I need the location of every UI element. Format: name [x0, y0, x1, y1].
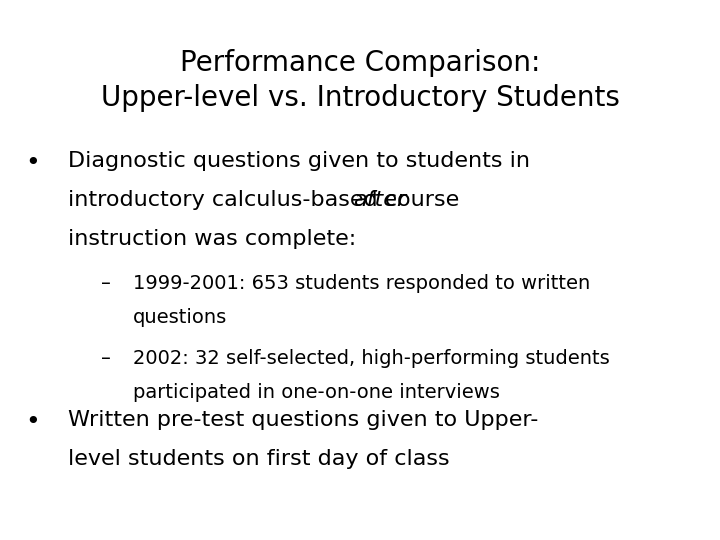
Text: •: • — [25, 151, 40, 175]
Text: 1999-2001: 653 students responded to written: 1999-2001: 653 students responded to wri… — [133, 274, 590, 293]
Text: instruction was complete:: instruction was complete: — [68, 229, 356, 249]
Text: Diagnostic questions given to students in: Diagnostic questions given to students i… — [68, 151, 531, 171]
Text: level students on first day of class: level students on first day of class — [68, 449, 450, 469]
Text: Written pre-test questions given to Upper-: Written pre-test questions given to Uppe… — [68, 410, 539, 430]
Text: after: after — [353, 190, 406, 210]
Text: questions: questions — [133, 308, 228, 327]
Text: participated in one-on-one interviews: participated in one-on-one interviews — [133, 382, 500, 402]
Text: •: • — [25, 410, 40, 434]
Text: –: – — [101, 274, 111, 293]
Text: 2002: 32 self-selected, high-performing students: 2002: 32 self-selected, high-performing … — [133, 348, 610, 368]
Text: Performance Comparison:
Upper-level vs. Introductory Students: Performance Comparison: Upper-level vs. … — [101, 49, 619, 112]
Text: –: – — [101, 348, 111, 368]
Text: introductory calculus-based course: introductory calculus-based course — [68, 190, 467, 210]
